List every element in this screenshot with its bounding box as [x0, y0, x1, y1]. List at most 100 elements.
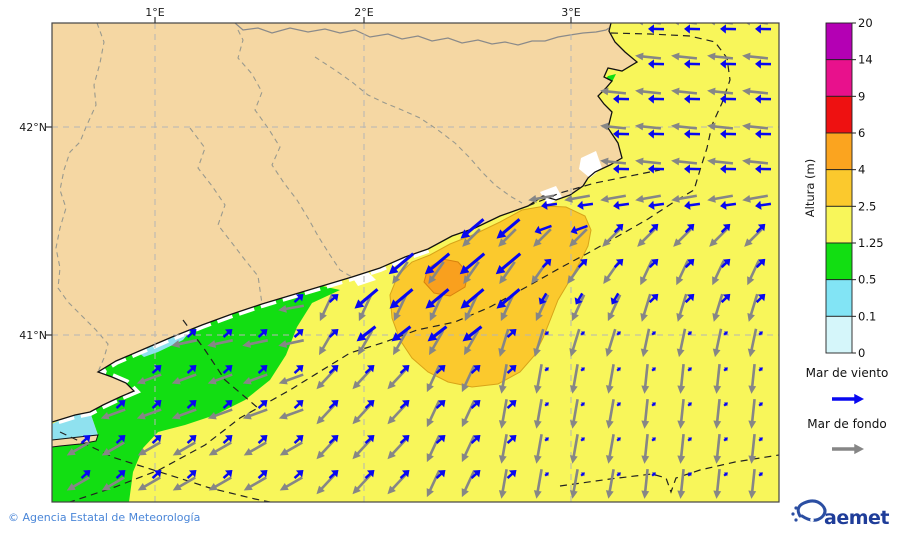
swell-arrow [748, 455, 757, 464]
wind-arrow [153, 399, 162, 408]
wind-arrow [757, 293, 766, 302]
swell-arrow [283, 476, 303, 490]
colorbar-segment [825, 315, 853, 354]
wind-arrow [462, 252, 486, 272]
wind-arrow [224, 469, 233, 478]
swell-arrow [427, 470, 441, 494]
wind-arrow [648, 200, 655, 210]
swell-arrow [394, 330, 409, 352]
wind-arrow [388, 265, 399, 275]
swell-arrow [279, 483, 289, 491]
swell-arrow [320, 294, 334, 318]
swell-arrow [638, 23, 643, 26]
swell-arrow [675, 159, 698, 165]
swell-arrow [569, 455, 578, 464]
swell-arrow [207, 411, 217, 420]
wind-arrow [616, 402, 621, 407]
swell-arrow [564, 194, 573, 203]
swell-arrow [70, 441, 90, 455]
swell-arrow [278, 411, 288, 420]
swell-arrow [533, 455, 542, 464]
colorbar-segment [825, 59, 853, 97]
swell-arrow [104, 408, 126, 418]
swell-arrow [600, 87, 609, 96]
wind-arrow [366, 399, 375, 408]
swell-arrow [426, 488, 434, 498]
wind-arrow [723, 331, 728, 336]
colorbar-tick-label: 4 [858, 163, 865, 177]
wind-arrow [651, 437, 656, 442]
swell-arrow [600, 122, 609, 131]
swell-arrow [639, 159, 662, 165]
swell-arrow [535, 312, 543, 322]
wind-arrow [259, 434, 268, 443]
wind-arrow [684, 94, 690, 104]
swell-arrow [750, 468, 756, 495]
swell-arrow [498, 490, 507, 499]
copyright-link[interactable]: © Agencia Estatal de Meteorología [8, 511, 200, 524]
wind-arrow [508, 364, 517, 373]
wind-arrow [330, 364, 339, 373]
wind-arrow [757, 258, 766, 267]
wind-arrow [472, 469, 481, 478]
swell-arrow [136, 411, 146, 420]
wind-arrow [570, 225, 578, 235]
swell-arrow [679, 363, 685, 390]
swell-arrow [715, 433, 721, 460]
legend-wind-label: Mar de viento [806, 366, 889, 380]
swell-arrow [640, 276, 648, 286]
swell-arrow [498, 347, 506, 357]
swell-arrow [387, 380, 396, 390]
wind-arrow [366, 364, 375, 373]
wind-arrow [188, 328, 197, 337]
wind-arrow [686, 223, 695, 232]
wind-arrow [648, 164, 654, 174]
wind-arrow [508, 434, 517, 443]
swell-arrow [750, 363, 756, 390]
wind-arrow [651, 402, 656, 407]
swell-arrow [462, 400, 476, 424]
swell-arrow [316, 485, 325, 495]
wind-arrow [427, 332, 438, 342]
colorbar-segment [825, 242, 853, 281]
swell-arrow [643, 398, 649, 425]
swell-arrow [640, 312, 648, 322]
swell-arrow [570, 328, 581, 353]
wind-arrow [755, 94, 761, 104]
swell-arrow [242, 340, 252, 348]
swell-arrow [711, 194, 734, 201]
swell-arrow [641, 420, 650, 429]
legend-swell-arrow [854, 443, 864, 455]
colorbar-tick-label: 2.5 [858, 199, 876, 213]
wind-arrow [508, 469, 517, 478]
wind-arrow [117, 469, 126, 478]
wind-arrow [648, 24, 654, 34]
swell-arrow [605, 455, 614, 464]
colorbar-title: Altura (m) [803, 159, 817, 217]
swell-arrow [137, 448, 147, 456]
swell-arrow [639, 89, 662, 95]
wind-arrow [537, 224, 552, 232]
colorbar-tick-label: 6 [858, 126, 865, 140]
swell-arrow [749, 328, 758, 353]
wind-arrow [758, 367, 763, 372]
swell-arrow [569, 347, 577, 357]
swell-arrow [242, 411, 252, 420]
wind-arrow [153, 434, 162, 443]
swell-arrow [714, 328, 723, 353]
wind-arrow [720, 200, 727, 210]
wind-arrow [755, 164, 761, 174]
swell-arrow [604, 194, 627, 201]
wind-arrow [508, 399, 517, 408]
swell-arrow [709, 238, 718, 247]
aemet-logo[interactable]: aemet [791, 499, 890, 529]
swell-arrow [212, 476, 232, 490]
swell-arrow [393, 312, 401, 322]
colorbar-tick-label: 0.1 [858, 309, 876, 323]
swell-arrow [571, 434, 579, 460]
wind-arrow [391, 252, 415, 272]
swell-arrow [713, 420, 722, 429]
swell-arrow [211, 373, 233, 383]
swell-arrow [746, 159, 769, 165]
